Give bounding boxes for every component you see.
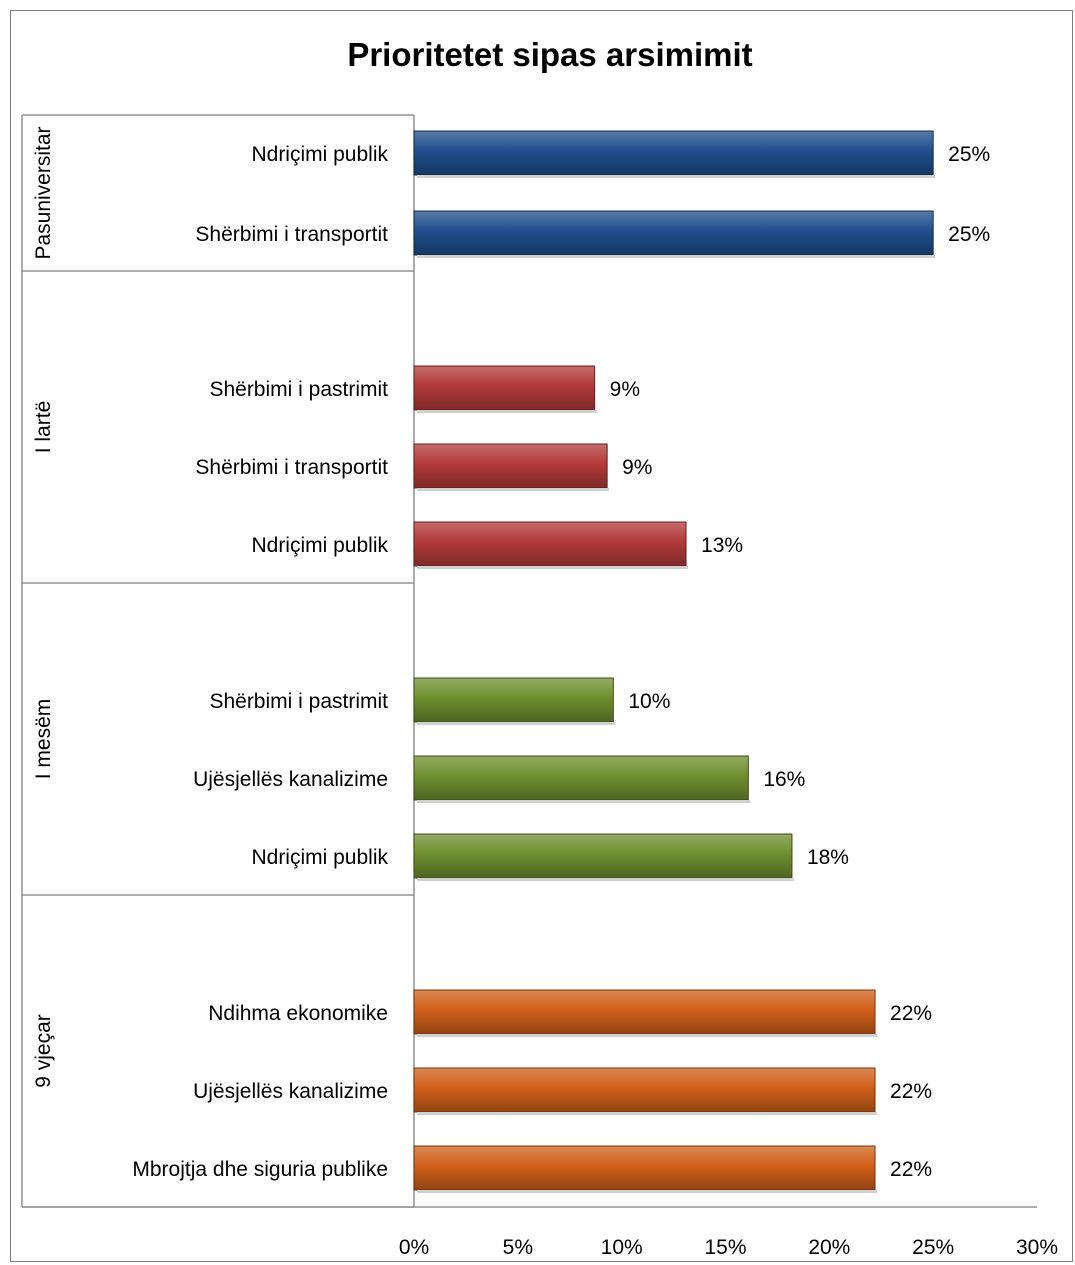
category-label: Shërbimi i transportit [195, 456, 388, 479]
category-label: Ndriçimi publik [251, 846, 388, 869]
bar [413, 1067, 876, 1113]
bar-shadow [417, 255, 936, 258]
group-label: I mesëm [32, 699, 55, 780]
x-tick-label: 0% [399, 1236, 429, 1259]
bar-shadow [417, 410, 597, 413]
bar [413, 443, 608, 489]
bar [413, 521, 687, 567]
category-label: Ndriçimi publik [251, 534, 388, 557]
category-label: Mbrojtja dhe siguria publike [132, 1158, 388, 1181]
category-label: Ujësjellës kanalizime [193, 768, 388, 791]
data-label: 25% [948, 143, 990, 166]
data-label: 9% [610, 378, 640, 401]
bar-shadow [417, 566, 689, 569]
bar [413, 677, 614, 723]
bar-shadow [417, 1190, 878, 1193]
bar [413, 1145, 876, 1191]
data-label: 25% [948, 223, 990, 246]
bar [413, 989, 876, 1035]
bar [413, 130, 934, 176]
bar [413, 755, 749, 801]
category-label: Ujësjellës kanalizime [193, 1080, 388, 1103]
bar-shadow [417, 800, 751, 803]
bar-shadow [417, 1034, 878, 1037]
x-tick-label: 25% [912, 1236, 954, 1259]
bar-shadow [417, 175, 936, 178]
data-label: 22% [890, 1002, 932, 1025]
bar-shadow [417, 1112, 878, 1115]
bar-shadow [417, 878, 794, 881]
data-label: 18% [807, 846, 849, 869]
x-tick-label: 10% [601, 1236, 643, 1259]
group-label: I lartë [32, 401, 55, 454]
data-label: 16% [763, 768, 805, 791]
category-label: Ndriçimi publik [251, 143, 388, 166]
bar-shadow [417, 722, 616, 725]
bar [413, 210, 934, 256]
bar-shadow [417, 488, 610, 491]
x-tick-label: 15% [704, 1236, 746, 1259]
x-tick-label: 30% [1016, 1236, 1058, 1259]
data-label: 13% [701, 534, 743, 557]
data-label: 10% [628, 690, 670, 713]
category-label: Shërbimi i pastrimit [209, 690, 388, 713]
bar [413, 365, 596, 411]
x-tick-label: 20% [808, 1236, 850, 1259]
category-label: Ndihma ekonomike [208, 1002, 388, 1025]
group-label: 9 vjeçar [32, 1014, 55, 1088]
bar [413, 833, 793, 879]
data-label: 22% [890, 1158, 932, 1181]
category-label: Shërbimi i pastrimit [209, 378, 388, 401]
data-label: 22% [890, 1080, 932, 1103]
x-tick-label: 5% [503, 1236, 533, 1259]
category-label: Shërbimi i transportit [195, 223, 388, 246]
data-label: 9% [622, 456, 652, 479]
chart-title: Prioritetet sipas arsimimit [347, 36, 753, 73]
group-label: Pasuniversitar [32, 126, 55, 259]
